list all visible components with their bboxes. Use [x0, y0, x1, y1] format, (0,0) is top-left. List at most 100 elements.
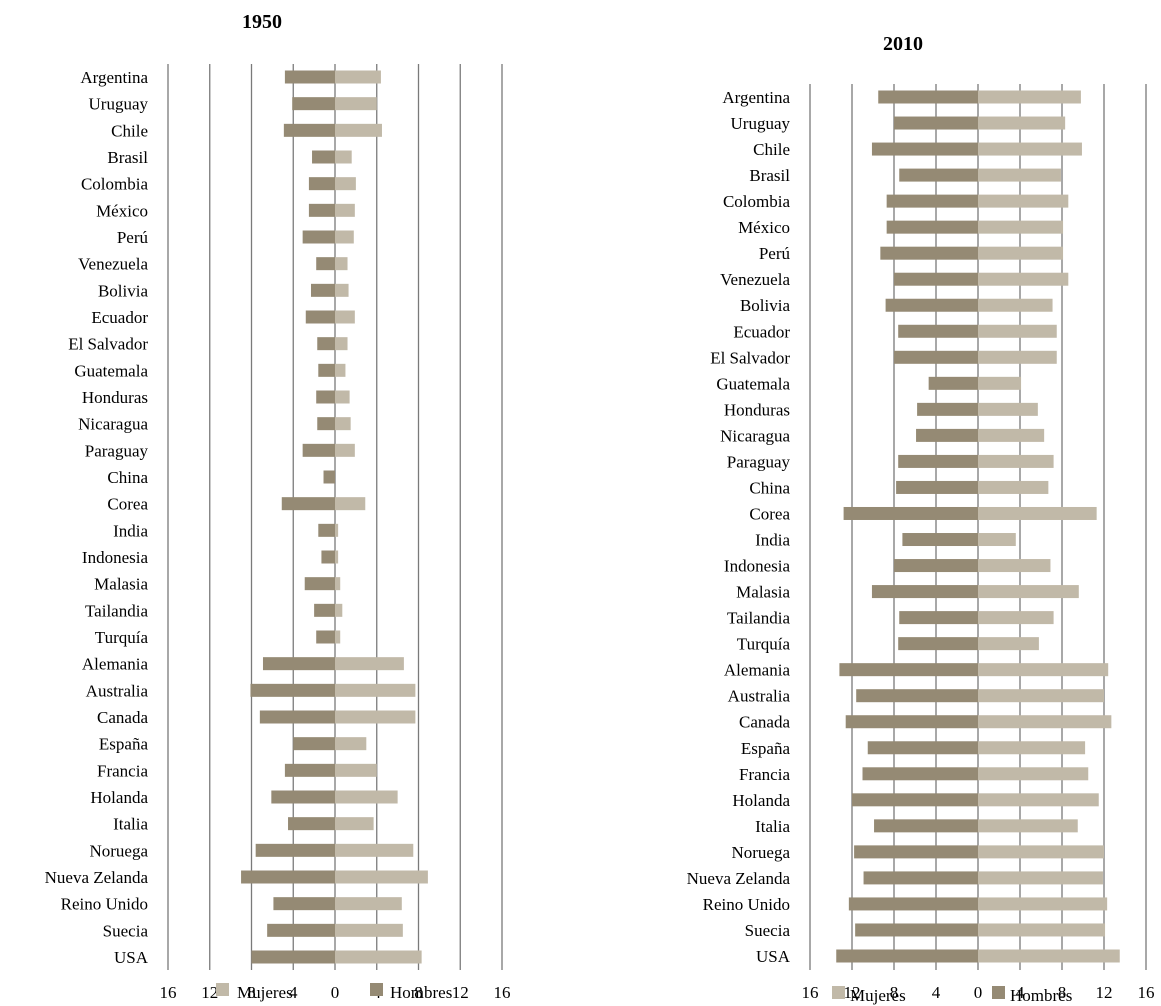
bar-mujeres	[335, 923, 403, 937]
bar-mujeres	[978, 298, 1053, 312]
category-label: Canada	[97, 708, 148, 727]
bar-mujeres	[978, 142, 1082, 156]
bar-hombres	[899, 611, 978, 625]
bar-hombres	[843, 506, 978, 520]
bar-hombres	[288, 817, 335, 831]
bar-hombres	[317, 337, 335, 351]
category-label: Francia	[739, 765, 790, 784]
bar-mujeres	[335, 550, 339, 564]
bar-hombres	[292, 97, 335, 111]
legend-swatch-mujeres	[216, 983, 229, 996]
bar-mujeres	[335, 657, 404, 671]
bar-mujeres	[978, 845, 1104, 859]
category-label: Uruguay	[731, 114, 791, 133]
bar-mujeres	[335, 230, 354, 244]
category-label: Perú	[117, 228, 149, 247]
category-label: USA	[114, 948, 149, 967]
bar-hombres	[894, 116, 978, 130]
category-label: Malasia	[736, 583, 790, 602]
bar-mujeres	[978, 428, 1045, 442]
bar-mujeres	[335, 603, 343, 617]
category-label: Guatemala	[74, 361, 148, 380]
category-label: Italia	[113, 815, 148, 834]
bar-mujeres	[335, 150, 352, 164]
bar-hombres	[898, 637, 978, 651]
bar-hombres	[308, 203, 335, 217]
bar-mujeres	[335, 897, 402, 911]
category-label: México	[96, 201, 148, 220]
bar-mujeres	[335, 390, 350, 404]
bar-hombres	[255, 843, 335, 857]
bar-hombres	[886, 194, 978, 208]
bar-mujeres	[335, 337, 348, 351]
category-label: Francia	[97, 761, 148, 780]
bar-mujeres	[335, 523, 339, 537]
category-label: Ecuador	[91, 308, 148, 327]
category-label: Bolivia	[740, 296, 791, 315]
chart-title: 2010	[883, 33, 923, 55]
bar-mujeres	[335, 950, 422, 964]
bar-hombres	[916, 428, 978, 442]
category-label: Corea	[749, 504, 790, 523]
tick-label: 4	[932, 983, 941, 1002]
category-label: España	[99, 735, 149, 754]
category-label: Alemania	[724, 661, 791, 680]
bar-hombres	[871, 585, 978, 599]
category-label: Suecia	[745, 921, 791, 940]
category-label: Reino Unido	[61, 895, 148, 914]
tick-label: 16	[1138, 983, 1155, 1002]
category-label: Paraguay	[85, 441, 149, 460]
legend-swatch-hombres	[370, 983, 383, 996]
category-label: Tailandia	[727, 609, 790, 628]
bar-hombres	[281, 497, 335, 511]
bar-mujeres	[335, 870, 428, 884]
bar-hombres	[273, 897, 335, 911]
bar-mujeres	[335, 363, 346, 377]
bar-hombres	[304, 577, 335, 591]
bar-hombres	[871, 142, 978, 156]
category-label: Reino Unido	[703, 895, 790, 914]
category-label: Nicaragua	[720, 426, 790, 445]
category-label: Argentina	[722, 88, 790, 107]
bar-mujeres	[978, 376, 1022, 390]
chart-title: 1950	[242, 11, 282, 33]
category-label: Corea	[107, 495, 148, 514]
category-label: Turquía	[95, 628, 149, 647]
bar-hombres	[314, 603, 335, 617]
tick-label: 12	[201, 983, 218, 1002]
legend-label-mujeres: Mujeres	[237, 983, 293, 1002]
category-label: Holanda	[90, 788, 148, 807]
bar-hombres	[899, 168, 978, 182]
bar-mujeres	[978, 246, 1064, 260]
tick-label: 8	[890, 983, 899, 1002]
bar-hombres	[885, 298, 978, 312]
bar-hombres	[271, 790, 335, 804]
chart-panel-1950: 1950 Argentina Uruguay Chile Brasil Colombia M…	[45, 11, 511, 1002]
legend-label-hombres: Hombres	[390, 983, 452, 1002]
category-label: Australia	[728, 687, 791, 706]
legend-label-mujeres: Mujeres	[850, 986, 906, 1005]
category-label: Holanda	[732, 791, 790, 810]
bar-mujeres	[978, 949, 1120, 963]
bar-hombres	[894, 350, 978, 364]
category-label: Brasil	[107, 148, 148, 167]
tick-label: 12	[1096, 983, 1113, 1002]
bar-mujeres	[978, 871, 1103, 885]
bar-hombres	[848, 897, 978, 911]
bar-hombres	[310, 283, 335, 297]
bar-mujeres	[978, 324, 1057, 338]
category-label: Chile	[753, 140, 790, 159]
category-label: Tailandia	[85, 601, 148, 620]
category-label: Australia	[86, 681, 149, 700]
bar-mujeres	[335, 417, 351, 431]
bar-mujeres	[335, 177, 356, 191]
bar-hombres	[894, 272, 978, 286]
bar-mujeres	[335, 123, 382, 137]
category-label: Suecia	[103, 921, 149, 940]
tick-label: 8	[414, 983, 423, 1002]
bar-hombres	[917, 402, 978, 416]
category-label: Alemania	[82, 655, 149, 674]
bar-hombres	[878, 90, 978, 104]
legend-swatch-hombres	[992, 986, 1005, 999]
